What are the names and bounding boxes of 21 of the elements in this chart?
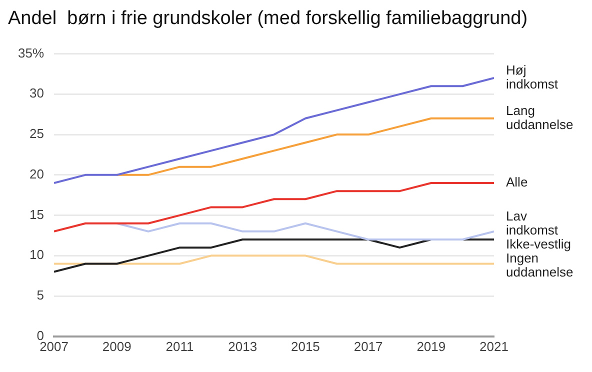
x-tick-label: 2021 — [480, 338, 508, 354]
x-tick-label: 2019 — [416, 338, 446, 354]
series-label: Alle — [506, 174, 528, 190]
y-tick-label: 5 — [36, 288, 44, 303]
series-label: Lav indkomst — [506, 208, 558, 238]
y-tick-label: 10 — [30, 247, 44, 262]
y-tick-label: 15 — [30, 206, 44, 222]
x-tick-label: 2009 — [102, 338, 132, 354]
series-label: Høj indkomst — [506, 62, 558, 92]
x-tick-label: 2013 — [228, 338, 258, 354]
x-tick-label: 2015 — [290, 338, 320, 354]
series-label: Ikke-vestlig — [506, 236, 572, 252]
series-label: Ingen uddannelse — [506, 250, 574, 280]
y-tick-label: 35% — [18, 45, 44, 60]
x-tick-label: 2011 — [166, 338, 194, 354]
series-label: Lang uddannelse — [506, 102, 574, 132]
y-tick-label: 25 — [30, 126, 44, 142]
chart-title: Andel børn i frie grundskoler (med forskellig familiebaggrund) — [8, 8, 529, 30]
y-tick-label: 20 — [30, 166, 44, 182]
y-tick-label: 30 — [30, 86, 44, 101]
x-tick-label: 2017 — [354, 338, 383, 354]
